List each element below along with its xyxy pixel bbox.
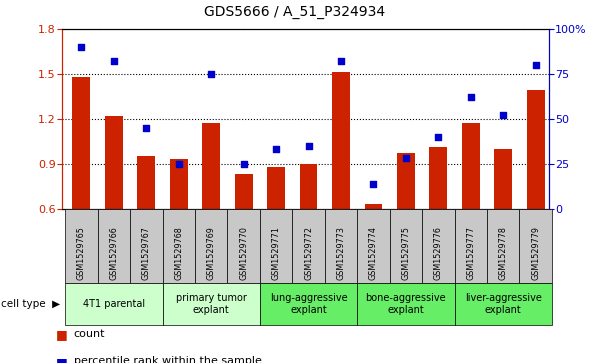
Text: GSM1529773: GSM1529773 [336,227,346,280]
Text: GSM1529770: GSM1529770 [239,227,248,280]
Point [271,147,281,152]
Text: GSM1529766: GSM1529766 [109,227,119,280]
Bar [494,149,512,209]
Bar [365,204,382,209]
Text: GSM1529769: GSM1529769 [206,227,216,280]
Bar [137,156,155,209]
Bar [73,77,90,209]
Text: GSM1529779: GSM1529779 [531,226,540,280]
Bar [397,153,415,209]
Text: lung-aggressive
explant: lung-aggressive explant [270,293,348,315]
Point [77,44,86,50]
Point [304,143,313,149]
Text: primary tumor
explant: primary tumor explant [176,293,247,315]
Point [174,161,183,167]
Point [206,71,216,77]
Text: GSM1529765: GSM1529765 [77,227,86,280]
Point [109,58,119,64]
Text: GSM1529777: GSM1529777 [466,226,476,280]
Bar [300,164,317,209]
Bar [170,159,188,209]
Point [499,113,508,118]
Text: GSM1529776: GSM1529776 [434,227,443,280]
Point [434,134,443,140]
Text: bone-aggressive
explant: bone-aggressive explant [366,293,446,315]
Text: GSM1529774: GSM1529774 [369,227,378,280]
Point [369,181,378,187]
Bar [235,174,253,209]
Text: ■: ■ [56,356,68,363]
Point [531,62,540,68]
Bar [105,116,123,209]
Bar [267,167,285,209]
Text: cell type  ▶: cell type ▶ [1,299,60,309]
Text: liver-aggressive
explant: liver-aggressive explant [465,293,542,315]
Text: 4T1 parental: 4T1 parental [83,299,145,309]
Point [239,161,248,167]
Text: GSM1529775: GSM1529775 [401,226,411,280]
Bar [462,123,480,209]
Text: percentile rank within the sample: percentile rank within the sample [74,356,261,363]
Text: GDS5666 / A_51_P324934: GDS5666 / A_51_P324934 [205,5,385,20]
Point [336,58,346,64]
Text: GSM1529768: GSM1529768 [174,227,183,280]
Text: GSM1529771: GSM1529771 [271,227,281,280]
Point [466,94,476,100]
Text: ■: ■ [56,329,68,342]
Bar [527,90,545,209]
Bar [332,73,350,209]
Point [401,155,411,161]
Text: GSM1529767: GSM1529767 [142,227,151,280]
Bar [430,147,447,209]
Bar [202,123,220,209]
Text: GSM1529778: GSM1529778 [499,227,508,280]
Point [142,125,151,131]
Text: GSM1529772: GSM1529772 [304,226,313,280]
Text: count: count [74,329,105,339]
